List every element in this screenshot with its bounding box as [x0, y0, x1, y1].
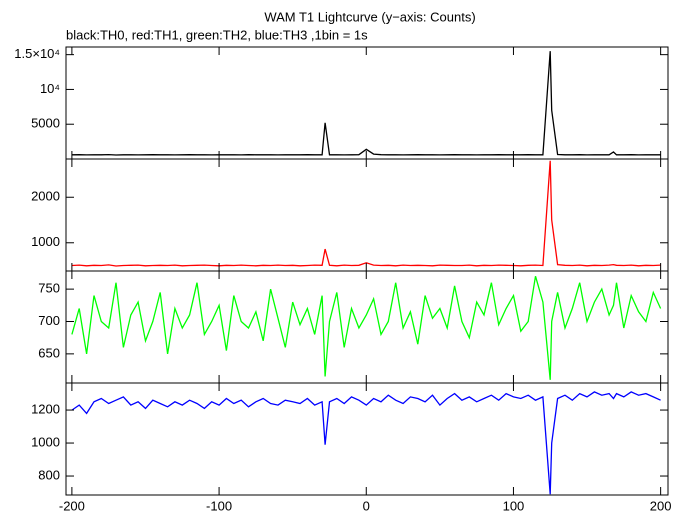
chart-subtitle: black:TH0, red:TH1, green:TH2, blue:TH3 … [66, 27, 368, 42]
data-line [71, 51, 661, 156]
data-line [71, 391, 661, 495]
y-tick-label: 1.5×10⁴ [14, 46, 60, 61]
y-tick-label: 800 [38, 467, 60, 482]
y-tick-label: 2000 [31, 189, 60, 204]
y-tick-label: 1000 [31, 434, 60, 449]
x-tick-label: -200 [59, 498, 85, 513]
y-tick-label: 700 [38, 313, 60, 328]
y-tick-label: 750 [38, 281, 60, 296]
panel-frame [65, 46, 669, 160]
chart-title: WAM T1 Lightcurve (y−axis: Counts) [264, 9, 475, 24]
y-tick-label: 650 [38, 345, 60, 360]
data-line [71, 160, 661, 267]
data-line [71, 276, 662, 380]
y-tick-label: 1200 [31, 401, 60, 416]
x-tick-label: -100 [206, 498, 232, 513]
y-tick-label: 5000 [31, 116, 60, 131]
y-tick-label: 1000 [31, 234, 60, 249]
x-tick-label: 200 [650, 498, 672, 513]
y-tick-label: 10⁴ [40, 81, 60, 96]
panel-frame [65, 158, 669, 272]
x-tick-label: 0 [363, 498, 370, 513]
x-tick-label: 100 [503, 498, 525, 513]
panel-frame [65, 382, 669, 496]
